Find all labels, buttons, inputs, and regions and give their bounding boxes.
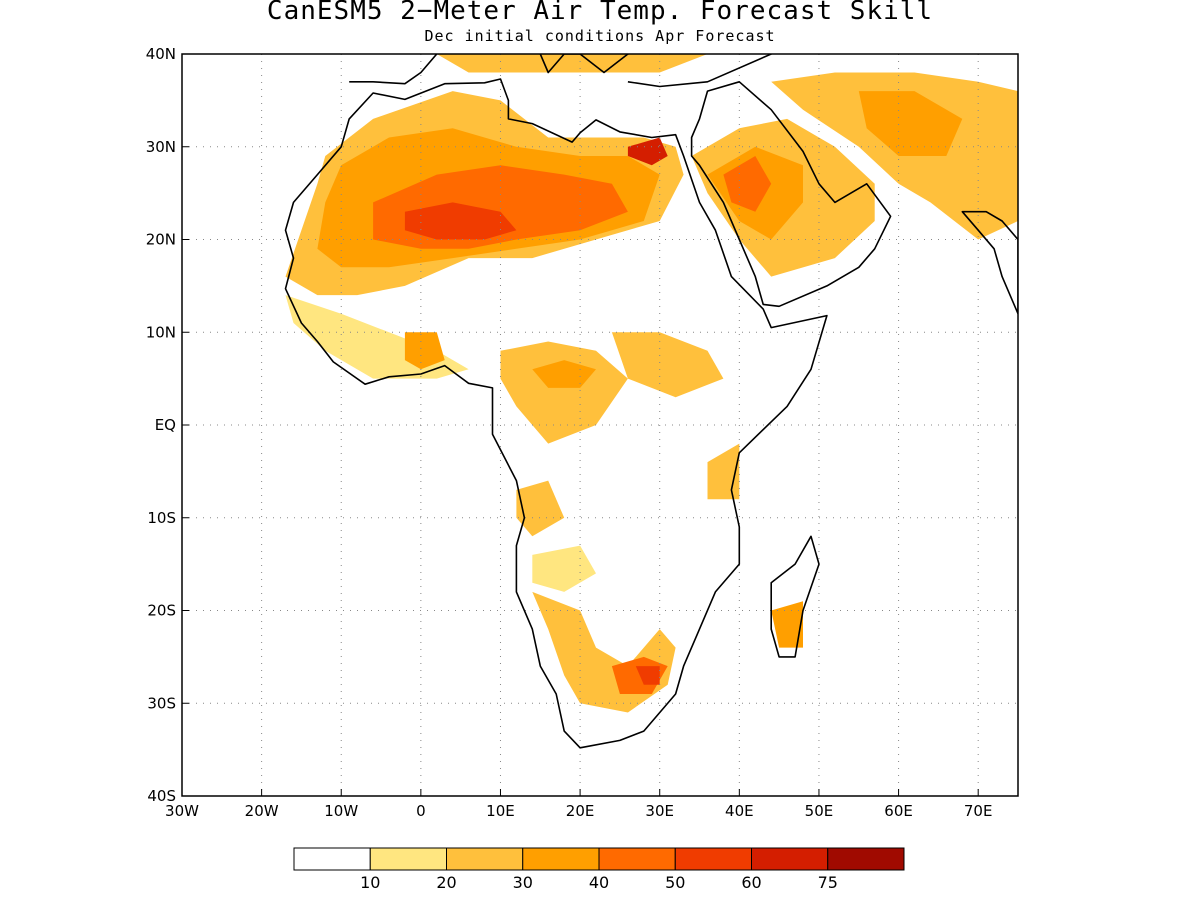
- colorbar-swatch: [293, 847, 371, 871]
- colorbar-swatch: [674, 847, 752, 871]
- x-tick-label: 50E: [805, 802, 834, 820]
- colorbar-label: 75: [818, 873, 838, 892]
- x-tick-label: 30E: [645, 802, 674, 820]
- skill-region: [404, 332, 445, 370]
- y-tick-label: 20N: [146, 231, 176, 249]
- colorbar-swatch: [751, 847, 829, 871]
- colorbar-swatch: [369, 847, 447, 871]
- skill-region: [532, 360, 596, 388]
- chart-title: CanESM5 2−Meter Air Temp. Forecast Skill: [266, 0, 934, 26]
- skill-region: [532, 545, 596, 592]
- coastlines: [284, 54, 1018, 749]
- coastline-india: [961, 210, 1018, 315]
- y-tick-label: 10S: [147, 509, 176, 527]
- y-tick-label: 40N: [146, 45, 176, 63]
- colorbar-label: 60: [741, 873, 761, 892]
- skill-shading: [285, 54, 1018, 713]
- skill-region: [707, 443, 740, 500]
- chart-subtitle: Dec initial conditions Apr Forecast: [424, 27, 776, 45]
- y-tick-label: 20S: [147, 602, 176, 620]
- colorbar-label: 40: [589, 873, 609, 892]
- colorbar-label: 20: [436, 873, 456, 892]
- colorbar-label: 30: [513, 873, 533, 892]
- skill-region: [404, 202, 517, 240]
- colorbar: 10 20 30 40 50 60 75: [293, 847, 905, 892]
- axis-ticks: 30W 20W 10W 0 10E 20E 30E 40E 50E 60E 70E 40N 30N 20N…: [146, 45, 993, 820]
- skill-region: [635, 666, 660, 685]
- x-tick-label: 30W: [165, 802, 199, 820]
- skill-region: [500, 341, 628, 444]
- colorbar-label: 10: [360, 873, 380, 892]
- y-tick-label: EQ: [155, 416, 176, 434]
- coastline-europe: [349, 54, 773, 88]
- x-tick-label: 10W: [324, 802, 358, 820]
- x-tick-label: 20E: [566, 802, 595, 820]
- colorbar-label: 50: [665, 873, 685, 892]
- colorbar-swatch: [446, 847, 524, 871]
- colorbar-swatch: [827, 847, 905, 871]
- x-tick-label: 60E: [884, 802, 913, 820]
- skill-region: [723, 156, 772, 212]
- colorbar-swatch: [598, 847, 676, 871]
- x-tick-label: 20W: [245, 802, 279, 820]
- skill-region: [627, 137, 668, 166]
- skill-region: [611, 332, 724, 398]
- coastline-africa: [284, 78, 828, 749]
- skill-region: [436, 54, 708, 73]
- x-tick-label: 10E: [486, 802, 515, 820]
- coastline-madagascar: [770, 535, 820, 658]
- coastline-arabia: [690, 81, 892, 308]
- colorbar-swatch: [522, 847, 600, 871]
- grid-lines: [182, 54, 1018, 796]
- skill-region: [858, 91, 963, 156]
- y-tick-label: 10N: [146, 323, 176, 341]
- skill-region: [771, 72, 1018, 240]
- skill-region: [516, 480, 565, 537]
- y-tick-label: 30N: [146, 138, 176, 156]
- skill-region: [532, 591, 676, 713]
- x-tick-label: 0: [416, 802, 426, 820]
- y-tick-label: 30S: [147, 694, 176, 712]
- x-tick-label: 70E: [964, 802, 993, 820]
- y-tick-label: 40S: [147, 787, 176, 805]
- x-tick-label: 40E: [725, 802, 754, 820]
- skill-region: [771, 601, 803, 648]
